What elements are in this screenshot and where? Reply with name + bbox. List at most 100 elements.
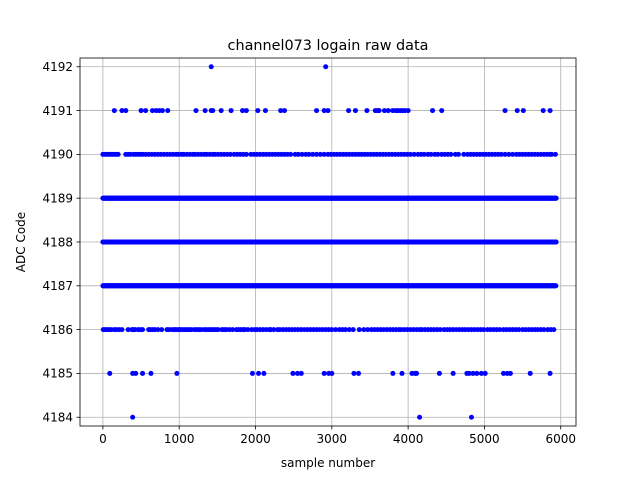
chart-title: channel073 logain raw data: [228, 38, 429, 54]
y-axis-label: ADC Code: [14, 212, 28, 272]
data-point: [119, 108, 125, 114]
data-point: [547, 108, 553, 114]
data-point: [230, 327, 236, 333]
data-point: [227, 151, 233, 157]
data-point: [290, 370, 296, 376]
data-point: [468, 414, 474, 420]
data-point: [436, 370, 442, 376]
data-point: [165, 108, 171, 114]
data-point: [350, 327, 356, 333]
data-point: [218, 108, 224, 114]
data-point: [140, 370, 146, 376]
data-point: [314, 108, 320, 114]
data-point: [240, 108, 246, 114]
data-point: [321, 151, 327, 157]
data-point: [407, 151, 413, 157]
data-point: [243, 151, 249, 157]
y-tick-label: 4185: [42, 367, 73, 381]
data-point: [159, 327, 165, 333]
data-point: [133, 370, 139, 376]
data-point: [520, 108, 526, 114]
data-point: [174, 370, 180, 376]
data-point: [507, 370, 513, 376]
data-point: [551, 327, 557, 333]
data-point: [547, 370, 553, 376]
x-tick-label: 0: [99, 432, 107, 446]
data-point: [111, 108, 117, 114]
data-point: [140, 327, 146, 333]
data-point: [159, 108, 165, 114]
data-point: [430, 108, 436, 114]
y-tick-label: 4186: [42, 323, 73, 337]
data-point: [501, 370, 507, 376]
data-point: [482, 370, 488, 376]
data-point: [261, 370, 267, 376]
data-point: [553, 239, 559, 245]
data-point: [228, 108, 234, 114]
data-point: [498, 151, 504, 157]
data-point: [271, 327, 277, 333]
data-point: [553, 195, 559, 201]
data-point: [255, 108, 261, 114]
data-point: [243, 108, 249, 114]
x-axis-ticks: 0 1000 2000 3000 4000 5000 6000: [99, 426, 576, 446]
data-point: [527, 370, 533, 376]
data-point: [437, 327, 443, 333]
data-point: [552, 151, 558, 157]
data-point: [351, 370, 357, 376]
data-point: [405, 108, 411, 114]
data-point: [323, 64, 329, 70]
data-point: [474, 370, 480, 376]
data-point: [356, 327, 362, 333]
data-point: [421, 151, 427, 157]
x-tick-label: 5000: [469, 432, 500, 446]
data-point: [346, 108, 352, 114]
data-point: [481, 327, 487, 333]
data-point: [428, 151, 434, 157]
data-point: [125, 327, 131, 333]
data-point: [138, 108, 144, 114]
data-point: [352, 108, 358, 114]
x-tick-label: 1000: [164, 432, 195, 446]
y-tick-label: 4189: [42, 191, 73, 205]
data-point: [502, 151, 508, 157]
data-point: [478, 370, 484, 376]
data-point: [310, 151, 316, 157]
data-point: [107, 370, 113, 376]
data-point: [461, 151, 467, 157]
data-point: [502, 108, 508, 114]
data-point: [256, 370, 262, 376]
data-point: [333, 327, 339, 333]
data-points: [100, 64, 559, 420]
data-point: [325, 108, 331, 114]
data-point: [314, 151, 320, 157]
data-point: [249, 370, 255, 376]
data-point: [130, 414, 136, 420]
data-point: [143, 108, 149, 114]
data-point: [435, 151, 441, 157]
data-point: [282, 108, 287, 114]
y-tick-label: 4190: [42, 148, 73, 162]
x-tick-label: 4000: [393, 432, 424, 446]
data-point: [450, 370, 456, 376]
data-point: [540, 108, 546, 114]
data-point: [448, 151, 454, 157]
data-point: [288, 151, 294, 157]
data-point: [470, 370, 476, 376]
data-point: [506, 151, 512, 157]
data-point: [411, 151, 417, 157]
data-point: [390, 370, 396, 376]
data-point: [210, 108, 216, 114]
data-point: [321, 370, 327, 376]
data-point: [208, 64, 214, 70]
data-point: [343, 327, 349, 333]
y-tick-label: 4191: [42, 104, 73, 118]
data-point: [321, 108, 327, 114]
data-point: [262, 108, 268, 114]
data-point: [278, 108, 284, 114]
data-point: [294, 370, 300, 376]
data-point: [553, 283, 559, 289]
data-point: [215, 327, 221, 333]
y-axis-ticks: 4184 4185 4186 4187 4188 4189 4190 4191 4192: [42, 60, 80, 425]
data-point: [385, 108, 391, 114]
